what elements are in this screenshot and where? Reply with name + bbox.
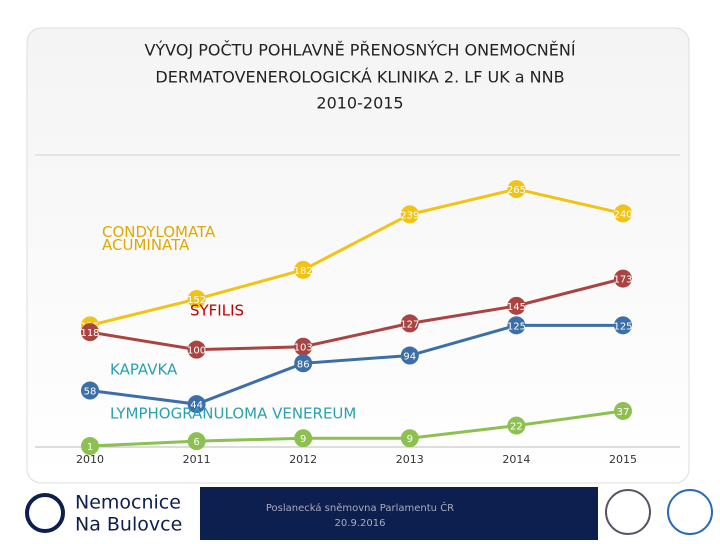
point [294,337,313,356]
point [400,429,419,448]
series-name: SYFILIS [190,302,244,320]
data-label: 9 [300,434,306,445]
data-label: 103 [294,343,313,354]
data-label: 145 [507,302,526,313]
series-name: LYMPHOGRANULOMA VENEREUM [110,405,356,423]
data-label: 152 [187,295,206,306]
point [614,401,632,420]
data-label: 173 [613,275,632,286]
series-line [89,187,624,327]
data-label: 239 [400,210,419,221]
series-name: CONDYLOMATA ACUMINATA [102,223,216,254]
logo-text: Na Bulovce [75,514,182,536]
point [400,346,419,365]
point [507,316,526,335]
title-line: 2010-2015 [316,94,403,113]
point [507,180,526,199]
data-label: 9 [407,434,413,445]
series-line [89,409,624,448]
panel [26,27,690,484]
data-label: 265 [507,185,526,196]
point [507,416,526,435]
series-line [89,277,624,352]
point [294,429,313,448]
logo-box [0,487,200,540]
point [81,381,99,400]
point [614,204,632,223]
series-line [89,323,623,406]
point [400,205,419,224]
point [400,314,419,333]
data-label: 37 [617,407,630,418]
seal [667,489,713,535]
data-label: 240 [613,209,632,220]
point [614,316,632,335]
venue: Poslanecká sněmovna Parlamentu ČR [266,501,454,514]
point [187,432,206,451]
x-tick-label: 2012 [289,453,317,466]
data-label: 125 [613,321,632,332]
series-name: KAPAVKA [110,361,178,379]
point [81,323,99,342]
point [187,395,206,414]
data-label: 86 [297,359,310,370]
data-label: 127 [400,319,419,330]
data-label: 6 [193,437,199,448]
x-tick-label: 2015 [609,453,637,466]
point [294,260,313,279]
data-label: 44 [190,400,203,411]
point [81,437,99,456]
x-tick-label: 2014 [502,453,530,466]
data-label: 125 [507,321,526,332]
data-label: 94 [403,352,416,363]
data-label: 118 [80,328,99,339]
logo-icon [25,493,65,533]
title-line: DERMATOVENEROLOGICKÁ KLINIKA 2. LF UK a … [155,68,564,87]
point [187,290,206,309]
date: 20.9.2016 [335,518,386,529]
seal [605,489,651,535]
data-label: 22 [510,422,523,433]
data-label: 1 [87,442,93,453]
logo-text: Nemocnice [75,492,181,514]
x-tick-label: 2010 [76,453,104,466]
data-label: 182 [294,266,313,277]
point [187,340,206,359]
point [294,354,313,373]
data-label: 58 [84,387,97,398]
x-tick-label: 2013 [396,453,424,466]
data-label: 100 [187,346,206,357]
point [507,296,526,315]
point [614,269,632,288]
title-line: VÝVOJ POČTU POHLAVNĚ PŘENOSNÝCH ONEMOCNĚ… [144,41,575,60]
x-tick-label: 2011 [183,453,211,466]
